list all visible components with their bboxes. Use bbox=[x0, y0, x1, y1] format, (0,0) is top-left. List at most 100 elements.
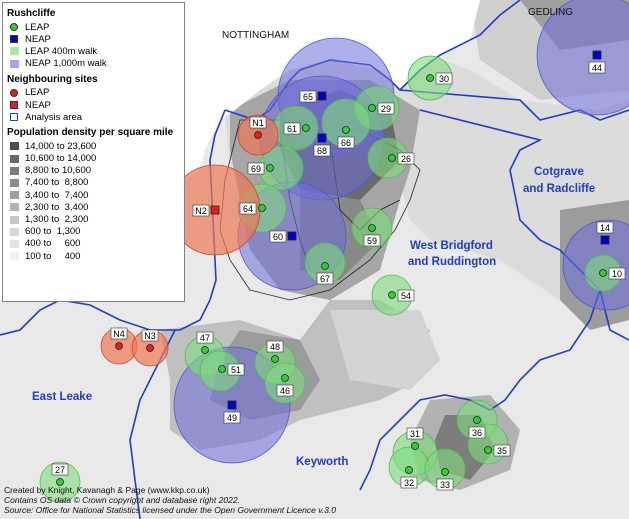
legend-label: 7,400 to 8,800 bbox=[25, 177, 89, 189]
red-square-icon bbox=[10, 101, 18, 110]
blue-outline-box-icon bbox=[10, 113, 18, 122]
density-swatch-icon bbox=[9, 252, 19, 261]
svg-text:31: 31 bbox=[410, 429, 420, 439]
site-label: 46 bbox=[276, 384, 294, 397]
legend-item-neighbour-neap: NEAP bbox=[7, 99, 180, 111]
label-keyworth: Keyworth bbox=[296, 456, 348, 468]
svg-text:N1: N1 bbox=[252, 118, 264, 128]
legend-label: 8,800 to 10,600 bbox=[25, 165, 92, 177]
leap-site-marker[interactable] bbox=[56, 478, 64, 486]
legend-item-leap: LEAP bbox=[7, 21, 180, 33]
place-labels: NOTTINGHAM GEDLING Cotgrave and Radcliff… bbox=[32, 7, 595, 468]
svg-text:29: 29 bbox=[381, 104, 391, 114]
svg-text:14: 14 bbox=[600, 223, 610, 233]
legend-density-class: 1,300 to 2,300 bbox=[7, 213, 180, 225]
site-label: 49 bbox=[223, 411, 241, 424]
site-label: 35 bbox=[493, 444, 511, 457]
svg-text:10: 10 bbox=[612, 269, 622, 279]
site-label: 30 bbox=[435, 72, 453, 85]
legend-density-class: 8,800 to 10,600 bbox=[7, 165, 180, 177]
leap-site-marker[interactable] bbox=[388, 154, 396, 162]
svg-text:N4: N4 bbox=[113, 329, 125, 339]
density-swatch-icon bbox=[9, 191, 19, 200]
leap-site-marker[interactable] bbox=[426, 74, 434, 82]
legend-label: LEAP bbox=[25, 87, 50, 99]
svg-text:33: 33 bbox=[440, 480, 450, 490]
density-swatch-icon bbox=[9, 239, 19, 248]
red-dot-icon bbox=[10, 88, 18, 97]
legend-density-class: 7,400 to 8,800 bbox=[7, 177, 180, 189]
leap-site-marker[interactable] bbox=[411, 442, 419, 450]
legend-label: 2,300 to 3,400 bbox=[25, 201, 89, 213]
leap-site-marker[interactable] bbox=[342, 126, 350, 134]
green-dot-icon bbox=[10, 23, 18, 32]
label-westbridgford-1: West Bridgford bbox=[410, 240, 493, 252]
leap-site-marker[interactable] bbox=[271, 355, 279, 363]
leap-site-marker[interactable] bbox=[473, 416, 481, 424]
site-label: 33 bbox=[436, 478, 454, 491]
leap-site-marker[interactable] bbox=[218, 365, 226, 373]
legend-label: 600 to 1,300 bbox=[25, 226, 81, 238]
neighbour-leap-marker[interactable] bbox=[115, 342, 123, 350]
label-nottingham: NOTTINGHAM bbox=[222, 30, 289, 41]
legend-label: 400 to 600 bbox=[25, 238, 81, 250]
site-label: 69 bbox=[247, 162, 265, 175]
svg-text:61: 61 bbox=[287, 124, 297, 134]
leap-site-marker[interactable] bbox=[201, 346, 209, 354]
legend-label: LEAP 400m walk bbox=[25, 45, 98, 57]
neap-site-marker[interactable] bbox=[317, 91, 327, 101]
svg-text:48: 48 bbox=[270, 342, 280, 352]
leap-site-marker[interactable] bbox=[281, 374, 289, 382]
svg-text:49: 49 bbox=[227, 413, 237, 423]
density-list: 14,000 to 23,600 10,600 to 14,000 8,800 to… bbox=[7, 140, 180, 262]
site-label: 66 bbox=[337, 136, 355, 149]
legend-label: NEAP bbox=[25, 33, 51, 45]
leap-site-marker[interactable] bbox=[302, 124, 310, 132]
leap-site-marker[interactable] bbox=[368, 224, 376, 232]
neap-site-marker[interactable] bbox=[317, 133, 327, 143]
leap-site-marker[interactable] bbox=[258, 204, 266, 212]
leap-site-marker[interactable] bbox=[441, 468, 449, 476]
leap-site-marker[interactable] bbox=[599, 269, 607, 277]
map-credits: Created by Knight, Kavanagh & Page (www.… bbox=[4, 485, 336, 515]
leap-site-marker[interactable] bbox=[368, 104, 376, 112]
credit-line-3: Source: Office for National Statistics l… bbox=[4, 505, 336, 515]
leap-site-marker[interactable] bbox=[484, 446, 492, 454]
density-swatch-icon bbox=[9, 142, 19, 151]
legend-item-neighbour-leap: LEAP bbox=[7, 87, 180, 99]
neighbour-leap-marker[interactable] bbox=[254, 131, 262, 139]
svg-text:65: 65 bbox=[303, 92, 313, 102]
legend-label: 100 to 400 bbox=[25, 250, 81, 262]
density-swatch-icon bbox=[9, 215, 19, 224]
neap-site-marker[interactable] bbox=[592, 50, 602, 60]
leap-site-marker[interactable] bbox=[321, 262, 329, 270]
density-swatch-icon bbox=[9, 227, 19, 236]
leap-site-marker[interactable] bbox=[405, 466, 413, 474]
site-label: 47 bbox=[196, 331, 214, 344]
legend-item-analysis-area: Analysis area bbox=[7, 111, 180, 123]
neighbour-leap-marker[interactable] bbox=[146, 344, 154, 352]
svg-text:68: 68 bbox=[317, 146, 327, 156]
legend-label: 3,400 to 7,400 bbox=[25, 189, 89, 201]
neap-site-marker[interactable] bbox=[600, 235, 610, 245]
label-westbridgford-2: and Ruddington bbox=[408, 256, 496, 268]
label-cotgrave-2: and Radcliffe bbox=[523, 183, 595, 195]
svg-text:44: 44 bbox=[592, 63, 602, 73]
legend-density-class: 10,600 to 14,000 bbox=[7, 153, 180, 165]
svg-text:N2: N2 bbox=[195, 206, 207, 216]
legend-item-leap-walk: LEAP 400m walk bbox=[7, 45, 180, 57]
leap-site-marker[interactable] bbox=[388, 291, 396, 299]
nottingham-city-area bbox=[185, 0, 480, 180]
svg-text:46: 46 bbox=[280, 386, 290, 396]
legend-density-title: Population density per square mile bbox=[7, 127, 174, 139]
svg-text:27: 27 bbox=[55, 465, 65, 475]
neap-site-marker[interactable] bbox=[287, 231, 297, 241]
site-label: 10 bbox=[608, 267, 626, 280]
svg-text:69: 69 bbox=[251, 164, 261, 174]
legend-label: Analysis area bbox=[25, 111, 83, 123]
neap-site-marker[interactable] bbox=[227, 400, 237, 410]
legend-neighbouring-title: Neighbouring sites bbox=[7, 73, 98, 85]
density-swatch-icon bbox=[9, 166, 19, 175]
neighbour-neap-marker[interactable] bbox=[210, 205, 220, 215]
leap-site-marker[interactable] bbox=[266, 164, 274, 172]
